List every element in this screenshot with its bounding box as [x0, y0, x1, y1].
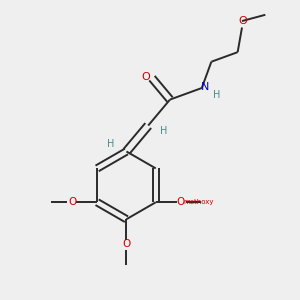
Text: O: O [177, 197, 185, 207]
Text: O: O [141, 72, 150, 82]
Text: H: H [213, 90, 221, 100]
Text: N: N [201, 82, 209, 92]
Text: O: O [68, 197, 76, 207]
Text: methoxy: methoxy [183, 199, 214, 205]
Text: H: H [107, 139, 115, 149]
Text: O: O [238, 16, 247, 26]
Text: H: H [160, 126, 167, 136]
Text: O: O [122, 239, 130, 249]
